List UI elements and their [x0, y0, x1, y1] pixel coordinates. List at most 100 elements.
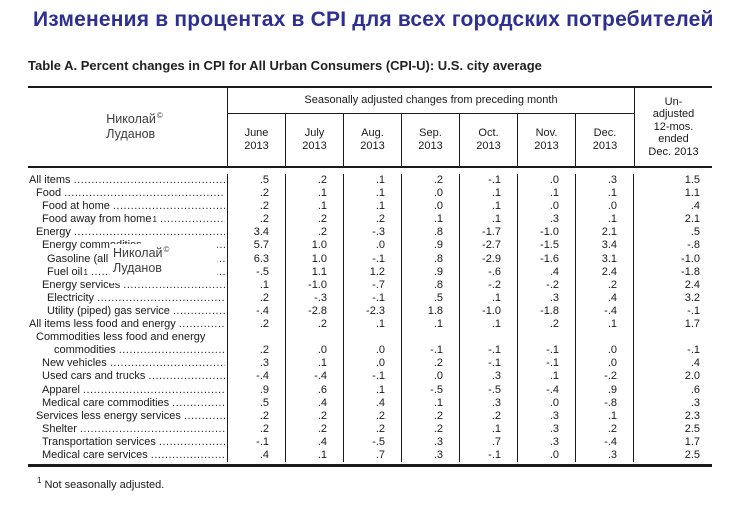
- cell-month-value: -.4: [576, 435, 634, 449]
- cell-unadjusted-value: 3.2: [684, 291, 700, 304]
- cell-month-value: .4: [576, 291, 634, 305]
- row-label: Medical care services: [28, 448, 228, 463]
- row-label: Utility (piped) gas service: [28, 304, 228, 319]
- cell-month-value: .1: [286, 357, 344, 371]
- row-label: New vehicles: [28, 357, 228, 371]
- watermark-line1: Николай©: [106, 110, 163, 126]
- cell-month-value: .2: [344, 422, 402, 436]
- cell-month-value: -.1: [344, 252, 402, 266]
- table-row: All items.5.2.1.2-.1.0.31.5: [28, 174, 712, 188]
- cell-month-value: .2: [402, 174, 460, 188]
- row-label: Shelter: [28, 422, 228, 436]
- cell-month-value: .0: [402, 200, 460, 214]
- month-headers: June 2013 July 2013 Aug. 2013 Sep. 2013 Oct.…: [228, 114, 634, 166]
- cell-month-value: -2.3: [344, 304, 402, 319]
- cell-month-value: .2: [576, 278, 634, 292]
- cell-month-value: .1: [286, 200, 344, 214]
- cell-month-value: .1: [344, 174, 402, 188]
- cell-month-value: -.1: [402, 331, 460, 358]
- cell-month-value: .1: [460, 422, 518, 436]
- cell-unadjusted-value: .5: [690, 226, 700, 239]
- cell-month-value: -2.8: [286, 304, 344, 319]
- cell-month-value: 6.3: [228, 252, 286, 266]
- cell-month-value: .0: [402, 187, 460, 201]
- watermark-header: Николай© Луданов: [106, 110, 163, 142]
- cell-month-value: -.4: [286, 370, 344, 384]
- table-row: Apparel.9.6.1-.5-.5-.4.9.6: [28, 383, 712, 397]
- cell-month-value: .1: [576, 187, 634, 201]
- row-label: Food at home: [28, 200, 228, 214]
- cell-month-value: .2: [228, 422, 286, 436]
- cell-month-value: .2: [228, 409, 286, 423]
- row-label: All items: [28, 174, 228, 188]
- cell-month-value: 1.2: [344, 265, 402, 279]
- cell-month-value: 3.1: [576, 252, 634, 266]
- cell-month-value: -.4: [228, 304, 286, 319]
- row-label: Food: [28, 187, 228, 201]
- cell-month-value: .2: [576, 422, 634, 436]
- row-label: Fuel oil 1: [28, 265, 228, 279]
- cell-month-value: .9: [402, 265, 460, 279]
- cell-month-value: .2: [286, 409, 344, 423]
- cell-month-value: 1.0: [286, 239, 344, 253]
- table-row: Shelter.2.2.2.2.1.3.22.5: [28, 422, 712, 436]
- cell-month-value: .2: [460, 409, 518, 423]
- table-header: Николай© Луданов Seasonally adjusted cha…: [28, 88, 712, 168]
- cell-unadjusted-value: 1.7: [684, 435, 700, 448]
- cell-month-value: -.4: [518, 383, 576, 397]
- row-label: Food away from home 1: [28, 213, 228, 227]
- row-label: Transportation services: [28, 435, 228, 449]
- cell-month-value: .5: [228, 174, 286, 188]
- cell-month-value: .3: [228, 357, 286, 371]
- cell-month-value: .0: [402, 370, 460, 384]
- cell-month-value: -.5: [344, 435, 402, 449]
- cell-month-value: .1: [460, 213, 518, 227]
- cell-unadjusted-value: .4: [690, 200, 700, 213]
- cell-month-value: .2: [286, 226, 344, 240]
- cell-month-value: .0: [344, 239, 402, 253]
- cell-month-value: .1: [228, 278, 286, 292]
- cell-month-value: -.2: [518, 278, 576, 292]
- cell-month-value: .1: [402, 213, 460, 227]
- table-row: New vehicles.3.1.0.2-.1-.1.0.4: [28, 357, 712, 371]
- cell-month-value: -.7: [344, 278, 402, 292]
- table-row: Food.2.1.1.0.1.1.11.1: [28, 187, 712, 201]
- cell-unadjusted-value: .4: [690, 357, 700, 370]
- cell-unadjusted-value: 1.5: [684, 174, 700, 186]
- cell-month-value: .2: [402, 409, 460, 423]
- cell-month-value: -.1: [518, 357, 576, 371]
- cell-month-value: .1: [460, 187, 518, 201]
- cell-month-value: .4: [286, 396, 344, 410]
- cell-month-value: -.8: [576, 396, 634, 410]
- cell-month-value: -.4: [576, 304, 634, 319]
- cell-month-value: .0: [286, 331, 344, 358]
- row-label: Electricity: [28, 291, 228, 305]
- cell-month-value: .2: [228, 213, 286, 227]
- cell-month-value: -.1: [460, 331, 518, 358]
- cell-month-value: 1.8: [402, 304, 460, 319]
- page-title: Изменения в процентах в CPI для всех гор…: [33, 8, 714, 31]
- cell-month-value: .7: [344, 448, 402, 463]
- watermark-overlay: Николай© Луданов: [110, 244, 217, 283]
- cell-month-value: .1: [460, 318, 518, 332]
- cell-month-value: .1: [344, 200, 402, 214]
- table-row: All items less food and energy.2.2.1.1.1…: [28, 318, 712, 332]
- row-label: Services less energy services: [28, 409, 228, 423]
- cell-month-value: .3: [402, 435, 460, 449]
- cell-month-value: -.1: [228, 435, 286, 449]
- cell-month-value: -.1: [518, 331, 576, 358]
- cell-unadjusted-value: -.8: [687, 239, 700, 252]
- cell-month-value: .2: [228, 331, 286, 358]
- cell-unadjusted-value: 2.1: [684, 213, 700, 226]
- table-row: Medical care services.4.1.7.3-.1.0.32.5: [28, 448, 712, 463]
- row-label: Used cars and trucks: [28, 370, 228, 384]
- footnote: 1 Not seasonally adjusted.: [36, 477, 164, 491]
- cell-month-value: .4: [518, 265, 576, 279]
- cell-month-value: .3: [518, 213, 576, 227]
- cell-month-value: -1.8: [518, 304, 576, 319]
- cell-month-value: .2: [402, 357, 460, 371]
- cell-month-value: 1.1: [286, 265, 344, 279]
- table-row: Energy services.1-1.0-.7.8-.2-.2.22.4: [28, 278, 712, 292]
- table-row: Energy3.4.2-.3.8-1.7-1.02.1 .5: [28, 226, 712, 240]
- month-header-cell: July 2013: [286, 114, 344, 166]
